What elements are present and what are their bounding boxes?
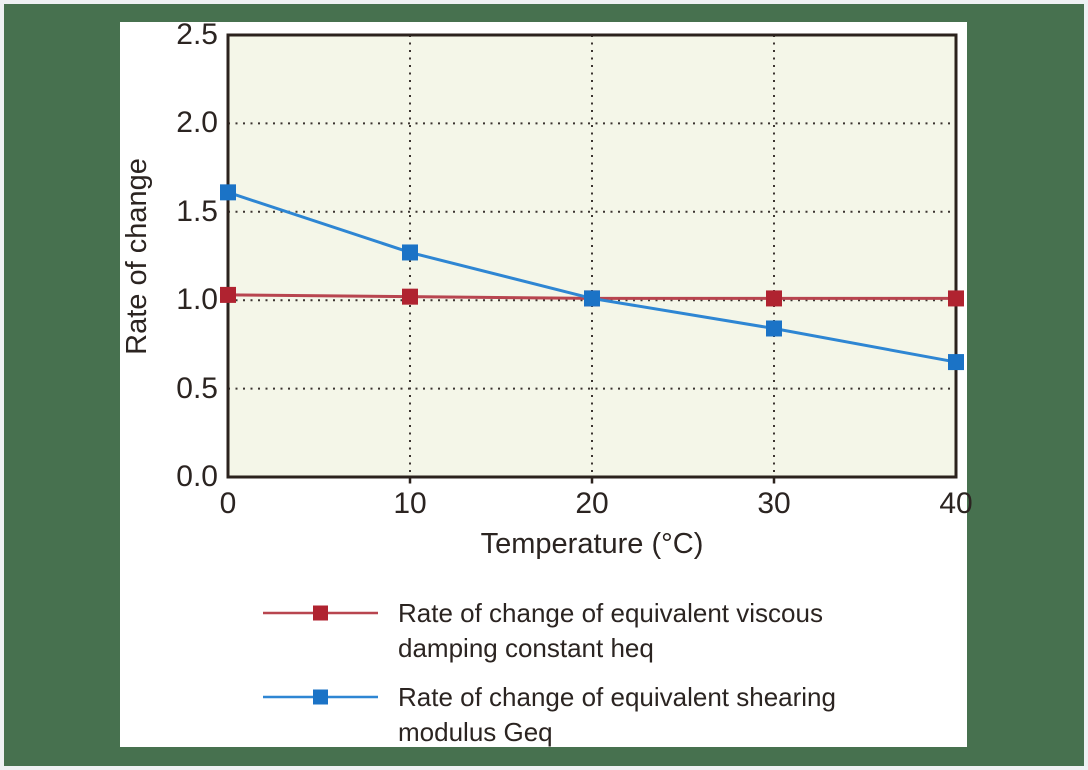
line-chart-canvas bbox=[220, 33, 964, 484]
marker-heq bbox=[948, 290, 964, 307]
x-tick-label: 40 bbox=[939, 487, 973, 520]
y-tick-label: 2.0 bbox=[176, 106, 218, 140]
marker-heq bbox=[402, 288, 418, 305]
y-tick-label: 1.0 bbox=[176, 283, 218, 317]
legend-marker-icon bbox=[263, 605, 378, 621]
x-tick-label: 20 bbox=[575, 487, 609, 520]
y-axis-title-wrap: Rate of change bbox=[120, 35, 154, 477]
figure-panel: Rate of change Temperature (°C) 0.0 0.5 1.… bbox=[120, 18, 973, 750]
legend-label: Rate of change of equivalent viscous damp… bbox=[398, 598, 823, 663]
x-tick-label: 10 bbox=[393, 487, 427, 520]
legend-marker-icon bbox=[263, 689, 378, 705]
marker-heq bbox=[220, 286, 236, 303]
marker-geq bbox=[948, 354, 964, 371]
y-tick-label: 0.5 bbox=[176, 371, 218, 405]
legend-item: Rate of change of equivalent viscous damp… bbox=[263, 596, 823, 666]
marker-geq bbox=[220, 184, 236, 201]
marker-heq bbox=[766, 290, 782, 307]
marker-geq bbox=[766, 320, 782, 337]
y-tick-label: 1.5 bbox=[176, 194, 218, 228]
x-axis-title: Temperature (°C) bbox=[480, 528, 704, 560]
legend-item: Rate of change of equivalent shearing mod… bbox=[263, 680, 836, 750]
x-tick-label: 30 bbox=[757, 487, 791, 520]
legend-label: Rate of change of equivalent shearing mod… bbox=[398, 682, 836, 747]
y-axis-title: Rate of change bbox=[120, 157, 153, 355]
y-tick-label: 0.0 bbox=[176, 460, 218, 493]
marker-geq bbox=[584, 290, 600, 307]
y-tick-label: 2.5 bbox=[176, 18, 218, 51]
plot-frame bbox=[226, 33, 958, 479]
x-tick-label: 0 bbox=[219, 487, 237, 520]
marker-geq bbox=[402, 244, 418, 261]
